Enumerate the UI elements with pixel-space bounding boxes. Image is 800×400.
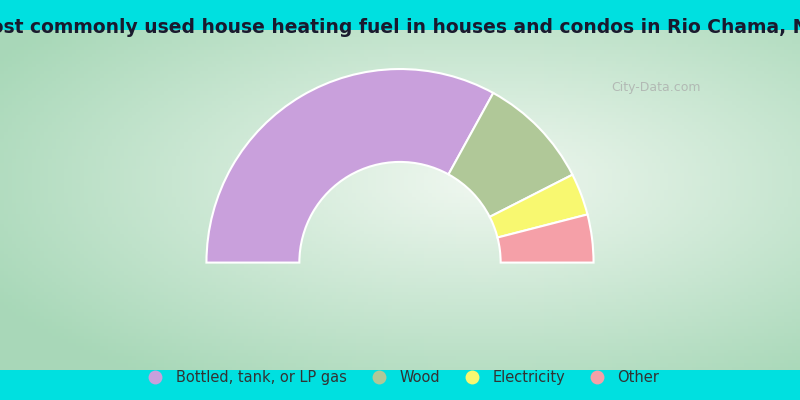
Text: Most commonly used house heating fuel in houses and condos in Rio Chama, NM: Most commonly used house heating fuel in… (0, 18, 800, 37)
Text: City-Data.com: City-Data.com (611, 82, 701, 94)
Wedge shape (206, 69, 494, 262)
Legend: Bottled, tank, or LP gas, Wood, Electricity, Other: Bottled, tank, or LP gas, Wood, Electric… (135, 364, 665, 391)
Wedge shape (498, 214, 594, 262)
Wedge shape (449, 93, 573, 217)
Wedge shape (490, 175, 587, 238)
